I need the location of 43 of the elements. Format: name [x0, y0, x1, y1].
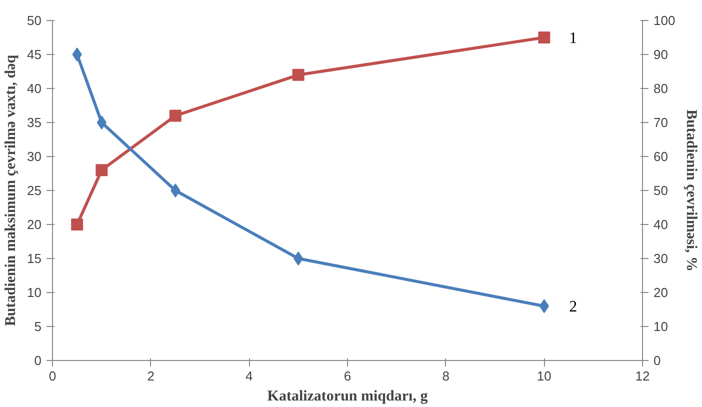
y-tick-label: 35	[27, 115, 42, 130]
series-label: 2	[569, 298, 578, 316]
point	[170, 184, 180, 198]
y2-tick-label: 0	[654, 353, 661, 368]
point	[169, 110, 182, 122]
y2-tick-label: 40	[654, 217, 668, 232]
y2-tick-label: 10	[654, 319, 668, 334]
y-axis-title: Butadienin maksimum çevrilmə vaxtı, dəq	[3, 54, 20, 326]
point	[71, 218, 84, 230]
y-tick-label: 0	[34, 353, 42, 368]
y-tick-label: 30	[27, 149, 42, 164]
y-tick-label: 45	[27, 47, 42, 62]
x-tick-label: 2	[147, 368, 154, 384]
y-tick-label: 15	[27, 251, 42, 266]
x-tick-label: 6	[344, 368, 352, 384]
x-tick-label: 4	[246, 368, 253, 384]
y2-tick-label: 30	[654, 251, 668, 266]
x-axis-title: Katalizatorun miqdarı, g	[267, 388, 428, 404]
point	[72, 48, 82, 62]
series-label: 1	[569, 30, 578, 47]
y2-tick-label: 90	[654, 47, 668, 62]
x-tick-label: 10	[536, 368, 552, 384]
point	[292, 68, 304, 81]
x-tick-label: 8	[442, 368, 450, 384]
y2-tick-label: 20	[654, 285, 668, 300]
x-tick-label: 0	[48, 368, 56, 384]
y-tick-label: 10	[27, 285, 42, 300]
y-tick-label: 50	[27, 13, 42, 28]
y2-tick-label: 60	[654, 149, 668, 164]
point	[96, 164, 108, 176]
y2-tick-label: 70	[654, 115, 668, 130]
y2-tick-label: 80	[654, 81, 668, 96]
y2-tick-label: 100	[654, 13, 676, 28]
y2-axis-title: Butadienin çevrilməsi, %	[683, 109, 700, 272]
y-tick-label: 5	[34, 319, 42, 334]
x-tick-label: 12	[635, 368, 650, 384]
point	[294, 252, 304, 266]
y2-tick-label: 50	[654, 183, 668, 198]
point	[538, 32, 550, 44]
y-tick-label: 40	[27, 81, 42, 96]
y-tick-label: 25	[27, 183, 42, 198]
y-tick-label: 20	[27, 217, 42, 232]
point	[96, 116, 106, 130]
